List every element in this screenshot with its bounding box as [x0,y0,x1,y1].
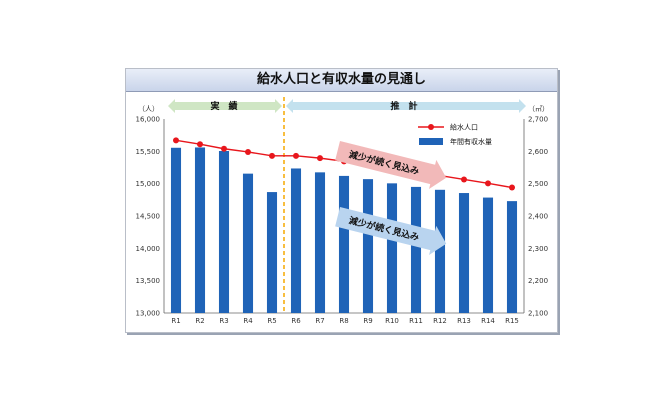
x-tick-label: R13 [457,317,471,325]
left-axis-unit: （人） [138,105,159,113]
legend-label-water-volume: 年間有収水量 [450,137,492,146]
bar-R6 [290,168,302,313]
left-tick-label: 16,000 [136,116,161,124]
right-tick-label: 2,500 [528,180,548,188]
bar-R4 [242,173,254,313]
population-point-R14 [485,180,491,187]
bar-R11 [410,186,422,313]
right-tick-label: 2,600 [528,148,548,156]
bar-R5 [266,192,278,313]
chart-frame: 給水人口と有収水量の見通し 13,000 13,500 14,000 14,500 15… [125,68,558,333]
population-point-R7 [317,155,323,162]
bar-R9 [362,179,374,313]
actual-period-arrow [168,99,282,113]
x-tick-label: R2 [195,317,204,325]
x-tick-label: R4 [243,317,253,325]
x-tick-label: R6 [291,317,301,325]
x-tick-label: R11 [409,317,423,325]
legend-bar-swatch [419,138,443,145]
forecast-period-label: 推 計 [390,100,417,112]
x-tick-label: R5 [267,317,276,325]
bar-R3 [218,151,230,313]
left-tick-label: 13,500 [136,277,161,285]
x-tick-label: R9 [363,317,372,325]
bar-R13 [458,193,470,313]
forecast-period-arrow [286,99,526,113]
population-point-R15 [509,184,515,191]
right-tick-label: 2,400 [528,213,548,221]
left-tick-label: 14,500 [136,213,161,221]
chart-title: 給水人口と有収水量の見通し [126,69,557,92]
right-tick-label: 2,200 [528,277,548,285]
left-tick-label: 15,500 [136,148,161,156]
right-axis-unit: （㎥） [528,104,549,113]
left-tick-label: 15,000 [136,180,161,188]
legend-label-population: 給水人口 [450,123,478,132]
bar-R7 [314,172,326,313]
bar-R14 [482,197,494,313]
bar-R12 [434,189,446,313]
actual-period-label: 実 績 [210,100,237,112]
x-tick-label: R15 [505,317,519,325]
left-tick-label: 14,000 [136,245,161,253]
population-decline-callout-shape [335,141,447,189]
x-tick-label: R12 [433,317,447,325]
bar-R10 [386,183,398,313]
bar-R15 [506,201,518,313]
right-tick-label: 2,100 [528,310,548,318]
population-point-R2 [197,141,203,148]
x-tick-label: R10 [385,317,399,325]
population-point-R3 [221,145,227,152]
population-point-R13 [461,176,467,183]
bar-R2 [194,147,206,313]
population-point-R1 [173,137,179,144]
x-tick-label: R14 [481,317,495,325]
water-volume-decline-callout-shape [335,207,447,255]
bar-R1 [170,147,182,313]
population-point-R5 [269,152,275,159]
legend-line-marker [428,124,434,130]
right-tick-label: 2,300 [528,245,548,253]
population-point-R4 [245,148,251,155]
population-point-R6 [293,152,299,159]
x-tick-label: R3 [219,317,228,325]
right-tick-label: 2,700 [528,116,548,124]
chart-plot: 13,000 13,500 14,000 14,500 15,000 15,500 16,0… [136,97,549,325]
x-tick-label: R1 [171,317,180,325]
left-tick-label: 13,000 [136,310,161,318]
x-tick-label: R8 [339,317,348,325]
bar-R8 [338,175,350,313]
x-tick-label: R7 [315,317,324,325]
